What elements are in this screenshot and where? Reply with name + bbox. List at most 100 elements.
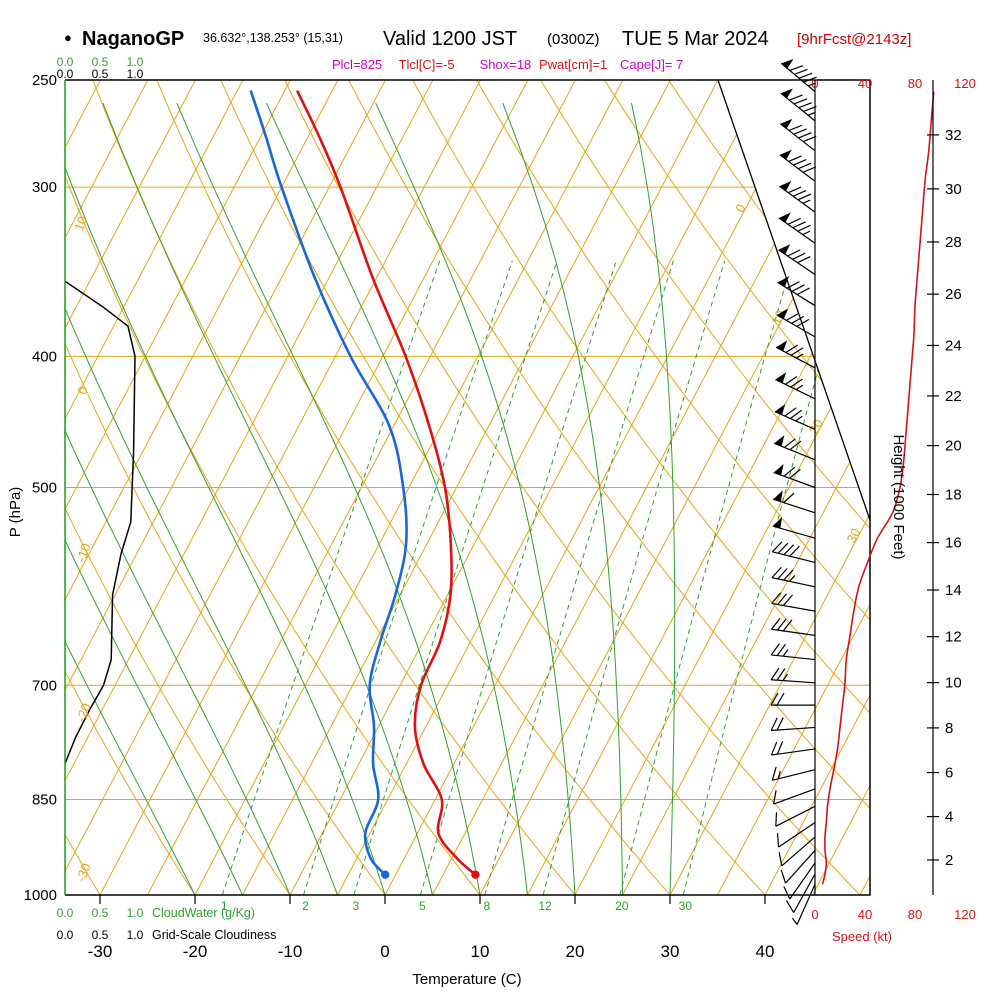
dry-adiabat-160 — [988, 80, 1000, 895]
isotherm-label: 20 — [806, 417, 826, 437]
moist-adiabat-5 — [102, 102, 433, 895]
wind-barb-full — [783, 594, 793, 606]
wind-barb-full — [790, 347, 804, 356]
wind-barb-half — [796, 353, 804, 359]
temperature-tick-label: -10 — [278, 942, 303, 961]
wind-barb-pennant — [779, 149, 792, 160]
height-axis-label: Height (1000 Feet) — [890, 434, 907, 559]
speed-tick-label: 0 — [811, 907, 818, 922]
isotherm--65 — [65, 80, 196, 895]
wind-barb-staff — [779, 123, 816, 152]
dry-adiabat-label: 0 — [74, 384, 91, 396]
forecast-lead-tag: [9hrFcst@2143z] — [797, 31, 911, 48]
cloud-water-scale-label: CloudWater (g/Kg) — [152, 906, 255, 920]
surface-dewpoint-dot — [381, 870, 390, 879]
wind-barb-half — [795, 415, 803, 422]
moist-adiabat-30 — [631, 102, 676, 895]
wind-barbs — [770, 58, 817, 925]
temperature-tick-label: -30 — [88, 942, 113, 961]
station-bullet-icon: ● — [64, 30, 72, 45]
wind-speed-curve — [821, 91, 935, 885]
mixing-ratio-line-12 — [542, 260, 726, 895]
height-tick-label: 22 — [945, 388, 962, 405]
wind-barb-pennant — [779, 212, 791, 223]
wind-barb-staff — [771, 679, 816, 684]
wind-barb-full — [791, 284, 805, 292]
dry-adiabat-label: 10 — [71, 214, 90, 233]
isotherm--5 — [337, 80, 766, 895]
wind-barb-pennant — [778, 244, 791, 255]
moist-adiabat--20 — [65, 102, 196, 895]
wind-barb-staff — [777, 281, 816, 307]
wind-barb-full — [785, 376, 798, 385]
wind-barb-full — [789, 545, 800, 557]
wind-barb-full — [803, 105, 817, 112]
cloud-scale-tick-label: 0.0 — [57, 67, 74, 81]
wind-barb-staff — [771, 748, 816, 756]
wind-barb-full — [784, 407, 797, 417]
mixing-ratio-label: 12 — [538, 899, 552, 913]
wind-barb-full — [783, 886, 791, 900]
isotherm--85 — [0, 80, 5, 895]
wind-barb-pennant — [774, 435, 785, 447]
height-tick-label: 8 — [945, 720, 953, 737]
cloud-scale-tick-label: 1.0 — [127, 67, 144, 81]
grid-scale-cloudiness-profile — [65, 280, 136, 765]
wind-barb-full — [776, 692, 785, 706]
wind-barb-full — [789, 468, 801, 479]
wind-barb-half — [795, 384, 804, 391]
wind-barb-staff — [771, 726, 816, 732]
wind-barb-full — [770, 667, 780, 681]
wind-barb-pennant — [772, 517, 783, 529]
isotherm-25 — [622, 80, 870, 895]
wind-barb-full — [776, 668, 786, 681]
wind-barb-full — [797, 224, 811, 232]
height-tick-label: 18 — [945, 486, 962, 503]
wind-barb-full — [770, 643, 780, 656]
grid-cloudiness-scale-label: Grid-Scale Cloudiness — [152, 928, 276, 942]
height-tick-label: 30 — [945, 181, 962, 198]
height-tick-label: 32 — [945, 127, 962, 144]
wind-barb-half — [802, 230, 811, 236]
wind-barb-staff — [796, 884, 816, 925]
dry-adiabat--20 — [65, 80, 196, 895]
speed-tick-label: 80 — [908, 907, 922, 922]
wind-barb-staff — [789, 862, 816, 900]
temperature-tick-label: 40 — [756, 942, 775, 961]
isotherm--30 — [99, 80, 529, 895]
wind-barb-full — [791, 315, 805, 324]
wind-barb-pennant — [780, 88, 793, 99]
height-tick-label: 2 — [945, 852, 953, 869]
temperature-tick-label: -20 — [183, 942, 208, 961]
wind-barb-pennant — [775, 372, 787, 384]
moist-adiabat-10 — [176, 102, 481, 895]
wind-barb-pennant — [774, 403, 786, 415]
moist-adiabat--5 — [65, 102, 338, 895]
wind-barb-full — [775, 812, 778, 827]
stability-param-2: Shox=18 — [480, 57, 532, 72]
wind-barb-full — [784, 438, 796, 448]
wind-barb-full — [786, 312, 799, 321]
wind-barb-full — [785, 900, 795, 913]
valid-time: Valid 1200 JST — [383, 28, 517, 50]
cloud-scale-tick-label: 0.0 — [57, 928, 74, 942]
wind-barb-full — [776, 717, 784, 731]
dry-adiabat-60 — [348, 80, 870, 895]
stability-param-4: Cape[J]= 7 — [620, 57, 683, 72]
wind-barb-pennant — [781, 58, 794, 69]
cloud-scale-tick-label: 1.0 — [127, 906, 144, 920]
dry-adiabat-80 — [476, 80, 870, 895]
wind-barb-full — [780, 869, 787, 884]
wind-barb-full — [797, 162, 812, 170]
isotherm--45 — [65, 80, 386, 895]
speed-tick-label: 40 — [858, 907, 872, 922]
stability-param-1: Tlcl[C]=-5 — [399, 57, 455, 72]
dry-adiabat-100 — [604, 80, 870, 895]
cloud-scale-tick-label: 0.0 — [57, 55, 74, 69]
speed-tick-label: 0 — [811, 76, 818, 91]
wind-barb-full — [790, 378, 803, 388]
wind-barb-staff — [771, 628, 816, 636]
wind-barb-staff — [781, 836, 816, 867]
isotherm--20 — [194, 80, 624, 895]
